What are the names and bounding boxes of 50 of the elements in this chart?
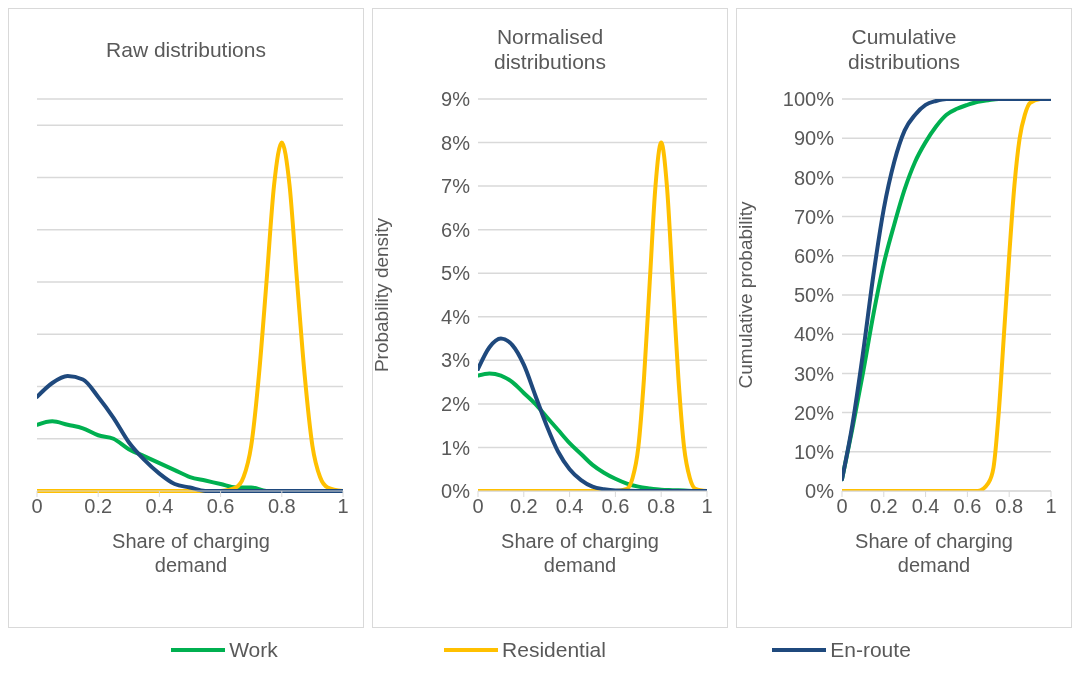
y-tick-label: 2% [441, 392, 471, 415]
y-tick-label: 1% [441, 436, 471, 459]
x-tick-label: 0.6 [206, 495, 235, 518]
y-tick-label: 30% [793, 362, 835, 385]
y-tick-label: 80% [793, 166, 835, 189]
x-axis-title: Share of charging demand [500, 529, 660, 577]
x-axis-title: Share of charging demand [854, 529, 1014, 577]
legend-label: Work [229, 638, 278, 662]
y-tick-label: 6% [441, 218, 471, 241]
x-tick-label: 0 [472, 495, 484, 518]
x-tick-label: 0 [836, 495, 848, 518]
y-tick-label: 0% [805, 480, 835, 503]
chart-title: Cumulative distributions [846, 24, 962, 74]
y-tick-label: 60% [793, 244, 835, 267]
y-tick-label: 50% [793, 284, 835, 307]
x-tick-label: 0.8 [995, 495, 1024, 518]
y-tick-label: 3% [441, 349, 471, 372]
y-tick-label: 20% [793, 401, 835, 424]
x-tick-label: 0.2 [869, 495, 898, 518]
y-tick-label: 100% [782, 88, 835, 111]
x-axis-title: Share of charging demand [111, 529, 271, 577]
x-tick-label: 0.4 [555, 495, 584, 518]
x-tick-label: 0.2 [509, 495, 538, 518]
x-tick-label: 0.8 [647, 495, 676, 518]
y-tick-label: 5% [441, 262, 471, 285]
y-tick-label: 10% [793, 440, 835, 463]
x-tick-label: 1 [701, 495, 713, 518]
y-tick-label: 40% [793, 323, 835, 346]
y-tick-label: 9% [441, 88, 471, 111]
x-tick-label: 0.6 [953, 495, 982, 518]
x-tick-label: 0.4 [911, 495, 940, 518]
x-tick-label: 0.8 [267, 495, 296, 518]
y-axis-title: Cumulative probability [734, 201, 756, 389]
y-tick-label: 70% [793, 205, 835, 228]
x-tick-label: 0.2 [84, 495, 113, 518]
x-tick-label: 1 [1045, 495, 1057, 518]
legend-label: En-route [830, 638, 911, 662]
y-tick-label: 7% [441, 175, 471, 198]
legend-label: Residential [502, 638, 606, 662]
chart-title: Raw distributions [106, 36, 266, 62]
x-tick-label: 0.4 [145, 495, 174, 518]
chart-title: Normalised distributions [492, 24, 608, 74]
x-tick-label: 0 [31, 495, 43, 518]
y-tick-label: 0% [441, 480, 471, 503]
x-tick-label: 1 [337, 495, 349, 518]
y-tick-label: 90% [793, 127, 835, 150]
x-tick-label: 0.6 [601, 495, 630, 518]
y-tick-label: 8% [441, 131, 471, 154]
y-tick-label: 4% [441, 305, 471, 328]
y-axis-title: Probability density [370, 217, 392, 373]
